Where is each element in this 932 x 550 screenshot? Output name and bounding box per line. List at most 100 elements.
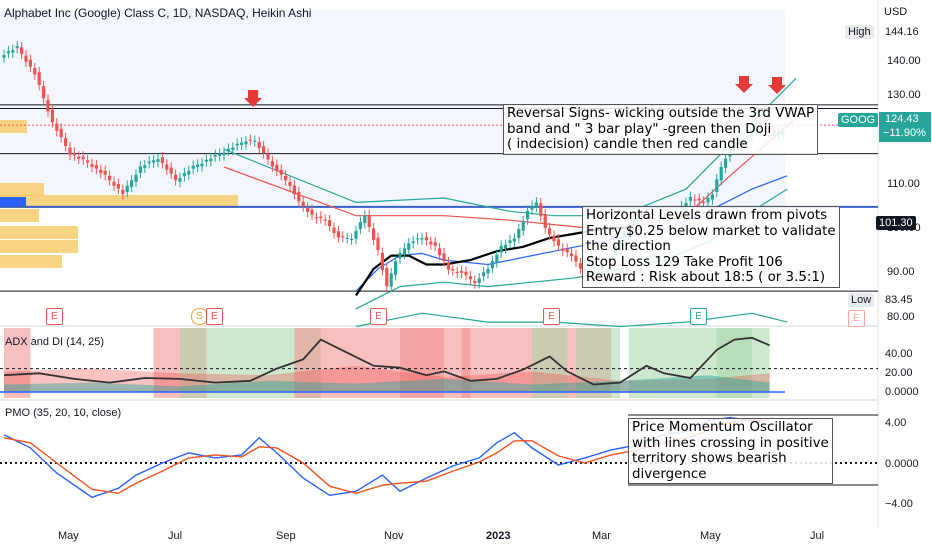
candle-body xyxy=(240,142,244,145)
candle-body xyxy=(715,179,719,192)
adx-panel-title: ADX and DI (14, 25) xyxy=(5,336,105,348)
currency-label: USD xyxy=(884,6,908,18)
candle-body xyxy=(477,278,481,284)
price-tick-label: 80.00 xyxy=(887,311,915,323)
candle-body xyxy=(363,215,367,224)
candle-body xyxy=(710,194,714,200)
candle-body xyxy=(160,157,164,164)
pmo-annotation: Price Momentum Oscillator with lines cro… xyxy=(628,418,833,485)
candle-body xyxy=(543,214,547,228)
candle-body xyxy=(200,163,204,167)
candle-body xyxy=(416,238,420,240)
candle-body xyxy=(394,261,398,275)
candle-body xyxy=(724,158,728,168)
vwap-lower-band-3 xyxy=(355,312,788,328)
candle-body xyxy=(169,167,173,174)
volume-profile-bar xyxy=(0,209,39,222)
pmo-line-3: territory shows bearish xyxy=(632,451,787,467)
candle-body xyxy=(376,237,380,251)
candle-body xyxy=(152,160,156,163)
chart-title: Alphabet Inc (Google) Class C, 1D, NASDA… xyxy=(4,6,312,20)
candle-body xyxy=(451,268,455,271)
volume-profile-bar xyxy=(0,195,238,208)
candle-body xyxy=(86,160,90,163)
candle-body xyxy=(262,146,266,154)
candle-body xyxy=(442,253,446,261)
candle-body xyxy=(244,141,248,145)
candle-body xyxy=(59,128,63,138)
candle-body xyxy=(328,220,332,227)
pmo-tick-label: 0.0000 xyxy=(885,458,919,470)
candle-body xyxy=(424,237,428,241)
adx-tick-label: 20.00 xyxy=(885,367,913,379)
candle-body xyxy=(292,185,296,195)
candle-body xyxy=(77,156,81,159)
candle-body xyxy=(209,158,213,162)
candle-body xyxy=(719,166,723,181)
candle-body xyxy=(402,248,406,255)
adx-trend-zone xyxy=(400,328,471,398)
adx-trend-zone xyxy=(716,328,770,398)
candle-body xyxy=(37,72,41,86)
pmo-panel-title: PMO (35, 20, 10, close) xyxy=(5,407,122,419)
price-tick-label: 140.00 xyxy=(887,55,921,67)
candle-body xyxy=(143,165,147,168)
candle-body xyxy=(196,164,200,167)
candle-body xyxy=(270,161,274,167)
candle-body xyxy=(94,165,98,169)
levels-line-3: the direction xyxy=(586,239,671,255)
candle-body xyxy=(138,166,142,173)
candle-body xyxy=(213,154,217,157)
candle-body xyxy=(116,183,120,189)
pmo-tick-label: 4.00 xyxy=(885,417,907,429)
earnings-marker[interactable]: E xyxy=(543,308,560,325)
candle-body xyxy=(248,139,252,141)
horizontal-level-tag: 101.30 xyxy=(876,216,916,230)
x-tick-label: 2023 xyxy=(486,530,511,542)
candle-body xyxy=(367,214,371,228)
candle-body xyxy=(345,237,349,239)
candle-body xyxy=(99,169,103,174)
candle-body xyxy=(64,138,68,146)
candle-body xyxy=(125,185,129,192)
candle-body xyxy=(684,202,688,208)
high-value: 144.16 xyxy=(885,26,919,38)
candle-body xyxy=(235,143,239,146)
candle-body xyxy=(534,202,538,207)
candle-body xyxy=(561,248,565,251)
last-price-box xyxy=(879,112,931,142)
candle-body xyxy=(372,228,376,240)
earnings-marker[interactable]: E xyxy=(690,308,707,325)
adx-tick-label: 0.0000 xyxy=(885,386,919,398)
candle-body xyxy=(134,174,138,182)
candle-body xyxy=(429,241,433,245)
candle-body xyxy=(275,164,279,171)
earnings-marker[interactable]: E xyxy=(46,308,63,325)
adx-trend-zone xyxy=(576,328,620,398)
di-minus-area xyxy=(4,365,770,392)
candle-body xyxy=(314,217,318,219)
candle-body xyxy=(380,252,384,270)
candle-body xyxy=(358,222,362,229)
candle-body xyxy=(42,86,46,99)
earnings-marker[interactable]: E xyxy=(206,308,223,325)
levels-line-5: Reward : Risk about 18:5 ( or 3.5:1) xyxy=(586,270,826,286)
adx-line xyxy=(3,336,770,386)
pmo-line-1: Price Momentum Oscillator xyxy=(632,420,813,435)
reversal-arrow-icon xyxy=(244,90,262,107)
pmo-line-4: divergence xyxy=(632,466,707,482)
candle-body xyxy=(204,159,208,162)
candle-body xyxy=(112,181,116,186)
candle-body xyxy=(482,272,486,277)
candle-body xyxy=(50,109,54,123)
candle-body xyxy=(446,262,450,270)
reversal-arrow-icon xyxy=(735,76,753,93)
candle-body xyxy=(350,238,354,240)
candle-body xyxy=(508,240,512,244)
earnings-marker[interactable]: E xyxy=(370,308,387,325)
pmo-line-2: with lines crossing in positive xyxy=(632,435,829,451)
candle-body xyxy=(460,271,464,273)
earnings-marker[interactable]: E xyxy=(848,310,865,327)
volume-profile-bar xyxy=(0,183,44,196)
candle-body xyxy=(556,239,560,246)
